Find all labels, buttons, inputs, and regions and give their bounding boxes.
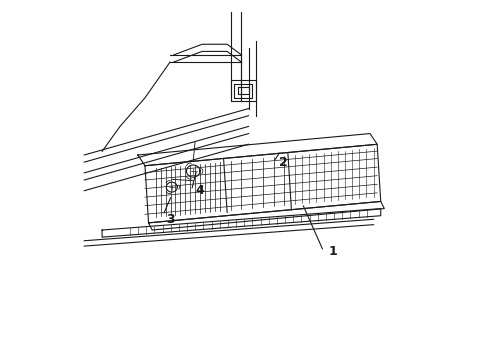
Text: 4: 4 (195, 184, 204, 197)
Text: 3: 3 (167, 213, 175, 226)
Text: 2: 2 (279, 156, 288, 168)
Text: 1: 1 (329, 245, 338, 258)
